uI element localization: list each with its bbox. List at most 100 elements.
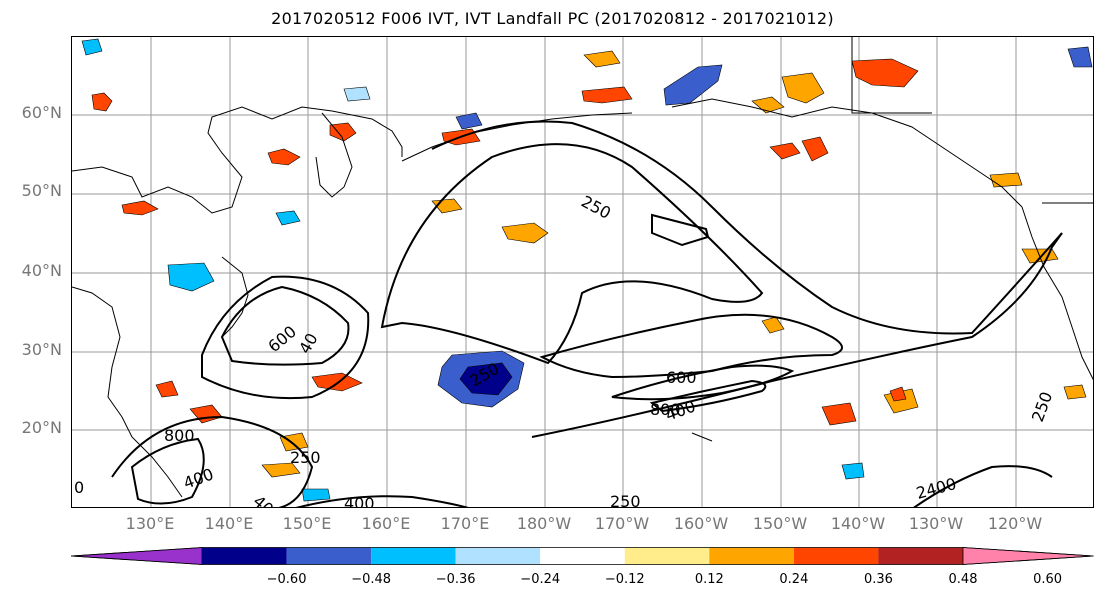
colorbar-cell [455,547,541,565]
colorbar-tick-label: −0.36 [435,572,476,587]
positive-blob [581,86,633,104]
colorbar-cell [624,547,710,565]
contour-label: 250 [610,492,641,508]
positive-blob [1063,384,1087,400]
negative-blob [663,64,723,106]
positive-blob [91,92,113,112]
lon-label-140w: 140°W [830,514,886,533]
contour-rect [651,213,710,247]
lon-label-160e: 160°E [361,514,411,533]
map-panel: 250 600 40 250 600 800 400 800 400 250 4… [71,36,1094,508]
contour-west-800 [130,437,205,505]
colorbar-cell [540,547,625,565]
map-canvas: 250 600 40 250 600 800 400 800 400 250 4… [72,37,1093,508]
contour-label: 800 [650,400,681,419]
colorbar-tick-label: 0.24 [779,572,809,587]
contour-label: 600 [666,368,697,387]
contour-label: 250 [1028,389,1056,424]
positive-blob [155,380,179,398]
positive-blob [279,432,309,452]
negative-blob [841,462,865,480]
contour-250-north [431,120,1063,335]
shaded-field [81,38,1093,502]
coastlines [72,37,1093,498]
positive-blob [761,316,785,334]
lon-label-120w: 120°W [987,514,1043,533]
graticule [72,37,1093,507]
contour-west-600 [220,285,350,366]
contour-250-north-inner [380,143,764,365]
colorbar-cell [202,547,287,565]
positive-blob [583,50,621,68]
lon-label-130e: 130°E [125,514,175,533]
negative-blob [459,362,513,396]
contour-label: 250 [578,192,614,223]
negative-blob [301,488,331,502]
colorbar [71,547,1094,565]
contour-label: 2400 [914,474,958,503]
colorbar-cell [793,547,879,565]
positive-blob [267,148,301,166]
colorbar-tick-label: 0.48 [948,572,978,587]
colorbar-cell [371,547,456,565]
colorbar-tick-label: −0.60 [266,572,307,587]
lat-label-60n: 60°N [21,103,62,122]
lon-label-130w: 130°W [908,514,964,533]
contour-label: 400 [344,494,375,508]
positive-blob [781,72,825,104]
lat-label-40n: 40°N [21,261,62,280]
negative-blob [343,86,371,102]
positive-blob [329,122,357,142]
negative-blob [455,112,483,130]
positive-blob [261,462,301,478]
contour-label: 40 [249,492,277,508]
colorbar-cell [878,547,963,565]
contour-subtropical-outer [531,232,1063,438]
ivt-contours [111,120,1063,507]
contour-label: 250 [290,448,321,467]
lon-label-140e: 140°E [204,514,254,533]
contour-east-2400 [913,465,1053,507]
negative-blob [81,38,103,56]
contour-south-400 [295,495,469,507]
contour-label: 600 [264,322,300,356]
colorbar-cell [286,547,372,565]
contour-label: 40 [295,330,322,357]
contour-inner-800 [649,379,767,413]
contour-subtropical-600 [611,364,795,401]
negative-blob [167,262,215,292]
plot-title: 2017020512 F006 IVT, IVT Landfall PC (20… [271,9,834,28]
contour-label: 400 [181,464,216,492]
colorbar-tick-label: −0.12 [604,572,645,587]
colorbar-extend-high [962,547,1094,565]
na-west-coastline [1021,206,1093,381]
canada-border [851,37,932,114]
positive-blob [121,200,159,216]
positive-blob [801,136,829,162]
colorbar-extend-low [71,547,203,565]
lat-label-30n: 30°N [21,340,62,359]
lon-label-180w: 180°W [516,514,572,533]
china-coastline [72,286,183,498]
lat-label-50n: 50°N [21,181,62,200]
negative-blob [275,210,301,226]
contour-west-400 [201,275,370,400]
asia-coastline [72,106,403,214]
colorbar-outline [71,547,1094,565]
hawaii [691,432,713,442]
positive-blob [889,386,907,402]
colorbar-cell [709,547,794,565]
colorbar-tick-label: 0.36 [863,572,893,587]
positive-blob [821,402,857,426]
colorbar-tick-label: −0.24 [520,572,561,587]
lon-label-170e: 170°E [440,514,490,533]
contour-subtropical [539,313,843,379]
lon-label-150e: 150°E [282,514,332,533]
positive-blob [851,58,919,88]
colorbar-tick-label: 0.60 [1033,572,1063,587]
positive-blob [989,172,1023,188]
lon-label-160w: 160°W [673,514,729,533]
positive-blob [501,222,549,244]
positive-blob [311,372,363,392]
colorbar-tick-label: −0.48 [351,572,392,587]
